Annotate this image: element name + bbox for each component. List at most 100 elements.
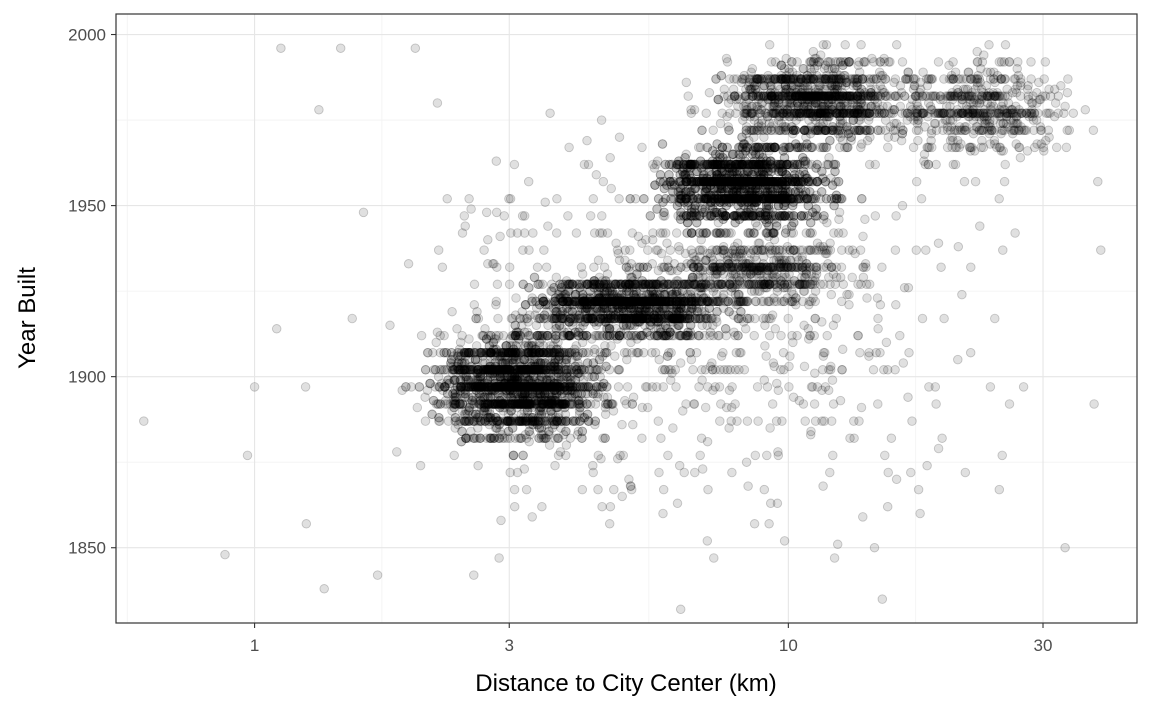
data-point <box>511 365 521 375</box>
data-point <box>513 327 524 337</box>
data-point <box>497 382 507 392</box>
data-point <box>466 375 477 385</box>
data-point <box>478 382 488 392</box>
data-point <box>554 351 565 361</box>
data-point <box>511 371 522 382</box>
data-point <box>452 347 463 358</box>
data-point <box>544 375 555 385</box>
data-point <box>532 330 543 341</box>
data-point <box>476 402 487 413</box>
data-point <box>593 389 603 399</box>
data-point <box>534 337 545 348</box>
data-point <box>520 382 531 392</box>
data-point <box>572 365 582 375</box>
data-point <box>499 382 509 392</box>
data-point <box>558 371 569 382</box>
data-point <box>519 365 529 375</box>
data-point <box>435 399 446 409</box>
data-point <box>456 347 467 358</box>
data-point <box>482 365 492 375</box>
data-point <box>506 382 516 392</box>
data-point <box>517 382 528 392</box>
data-point <box>510 375 520 385</box>
data-point <box>508 416 518 426</box>
data-point <box>541 365 551 375</box>
data-point <box>477 371 488 382</box>
data-point <box>520 368 531 378</box>
data-point <box>534 389 545 399</box>
data-point <box>549 365 560 375</box>
data-point <box>531 365 541 375</box>
data-point <box>529 351 540 361</box>
data-point <box>478 330 489 341</box>
data-point <box>470 382 481 392</box>
data-point <box>510 330 521 341</box>
data-point <box>502 365 512 375</box>
data-point <box>453 365 463 375</box>
data-point <box>507 347 518 358</box>
data-point <box>497 416 508 426</box>
data-point <box>530 416 540 426</box>
data-point <box>591 382 601 392</box>
data-point <box>583 382 594 392</box>
data-point <box>519 378 530 389</box>
data-point <box>435 382 445 392</box>
data-point <box>536 382 546 392</box>
data-point <box>521 416 531 426</box>
data-point <box>466 347 476 358</box>
data-point <box>547 330 557 341</box>
data-point <box>476 399 486 409</box>
data-point <box>478 330 488 341</box>
data-point <box>472 365 483 375</box>
data-point <box>509 371 520 382</box>
data-point <box>461 365 472 375</box>
data-point <box>501 416 511 426</box>
data-point <box>572 351 583 361</box>
data-point <box>577 337 588 348</box>
data-point <box>557 392 568 402</box>
data-point <box>534 330 545 341</box>
data-point <box>518 279 528 290</box>
data-point <box>553 409 564 420</box>
data-point <box>519 399 530 409</box>
data-point <box>542 399 553 409</box>
data-point <box>473 423 483 433</box>
data-point <box>508 395 518 406</box>
data-point <box>549 416 559 426</box>
data-point <box>478 399 489 409</box>
data-point <box>551 416 562 426</box>
data-point <box>513 399 523 409</box>
data-point <box>546 406 556 416</box>
data-point <box>502 365 513 375</box>
data-point <box>522 347 533 358</box>
data-point <box>454 354 465 365</box>
data-point <box>564 399 575 409</box>
data-point <box>530 365 541 375</box>
data-point <box>484 365 494 375</box>
data-point <box>540 392 551 402</box>
data-point <box>490 382 501 392</box>
data-point <box>529 416 539 426</box>
data-point <box>578 375 588 385</box>
data-point <box>512 416 523 426</box>
data-point <box>554 399 564 409</box>
data-point <box>526 399 536 409</box>
data-point <box>531 416 541 426</box>
data-points <box>139 40 1106 615</box>
data-point <box>485 361 496 372</box>
data-point <box>505 365 515 375</box>
data-point <box>434 412 444 423</box>
data-point <box>554 382 564 392</box>
data-point <box>516 382 526 392</box>
data-point <box>546 399 557 409</box>
data-point <box>464 334 474 344</box>
data-point <box>519 399 529 409</box>
data-point <box>505 347 515 358</box>
data-point <box>516 416 527 426</box>
data-point <box>482 365 492 375</box>
data-point <box>474 371 484 382</box>
data-point <box>559 382 569 392</box>
data-point <box>505 416 515 426</box>
data-point <box>574 361 584 372</box>
